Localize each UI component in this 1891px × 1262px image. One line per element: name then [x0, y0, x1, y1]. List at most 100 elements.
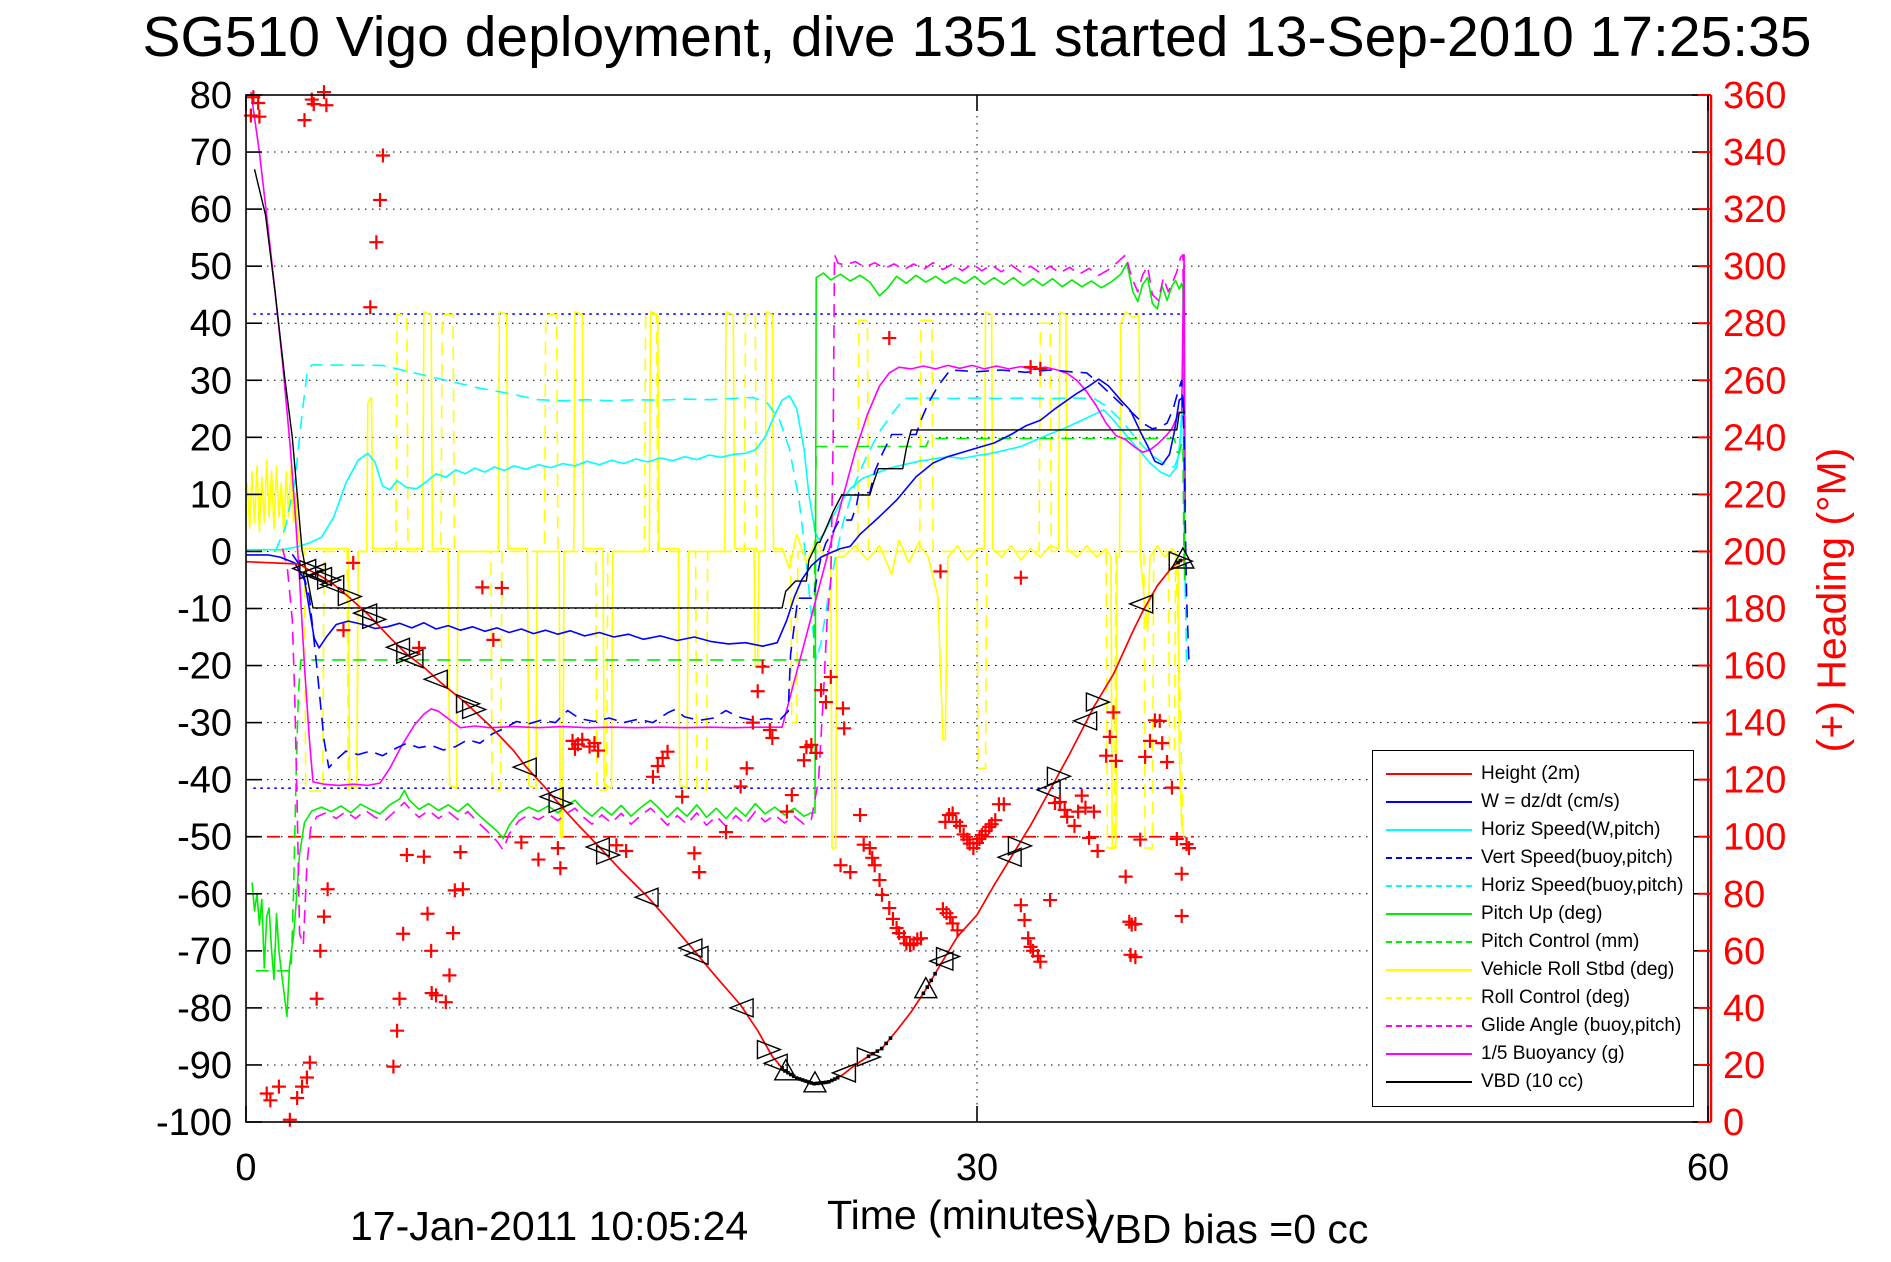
- tick-labels: -100-90-80-70-60-50-40-30-20-10010203040…: [156, 75, 1786, 1189]
- tick-label: 80: [190, 75, 232, 117]
- series-roll-control: [253, 313, 1184, 849]
- legend-item-label: Vehicle Roll Stbd (deg): [1481, 959, 1675, 980]
- tick-label: -40: [177, 760, 232, 802]
- tick-label: 0: [235, 1147, 256, 1189]
- legend-line-sample: [1386, 1025, 1472, 1027]
- legend-item: Glide Angle (buoy,pitch): [1373, 1012, 1693, 1040]
- tick-label: -70: [177, 931, 232, 973]
- tick-label: 360: [1723, 75, 1786, 117]
- series-pitch-up: [251, 262, 1186, 1018]
- legend-line-sample: [1386, 913, 1472, 915]
- legend-line-sample: [1386, 1081, 1472, 1083]
- tick-label: -60: [177, 874, 232, 916]
- tick-label: 100: [1723, 817, 1786, 859]
- tick-label: 30: [956, 1147, 998, 1189]
- legend-line-sample: [1386, 1053, 1472, 1055]
- legend-item: Pitch Up (deg): [1373, 900, 1693, 928]
- series-w-dzdt: [246, 378, 1185, 649]
- legend-item-label: VBD (10 cc): [1481, 1071, 1584, 1092]
- tick-label: 40: [190, 303, 232, 345]
- legend-item: Horiz Speed(W,pitch): [1373, 816, 1693, 844]
- series-horiz-speed-buoy: [274, 364, 1188, 666]
- legend-line-sample: [1386, 829, 1472, 831]
- tick-label: 30: [190, 360, 232, 402]
- legend-item-label: Vert Speed(buoy,pitch): [1481, 847, 1673, 868]
- legend-item: Vehicle Roll Stbd (deg): [1373, 956, 1693, 984]
- tick-label: 80: [1723, 874, 1765, 916]
- height-markers: [290, 546, 1196, 1093]
- legend-line-sample: [1386, 969, 1472, 971]
- tick-label: -30: [177, 703, 232, 745]
- legend-line-sample: [1386, 773, 1472, 775]
- tick-label: 0: [211, 531, 232, 573]
- legend-item-label: Horiz Speed(W,pitch): [1481, 819, 1661, 840]
- legend-item-label: 1/5 Buoyancy (g): [1481, 1043, 1625, 1064]
- legend-line-sample: [1386, 885, 1472, 887]
- tick-label: 10: [190, 474, 232, 516]
- series-vehicle-roll: [246, 311, 1185, 849]
- tick-label: 20: [1723, 1045, 1765, 1087]
- tick-label: 60: [1723, 931, 1765, 973]
- series-glide-angle: [281, 254, 1185, 946]
- legend-line-sample: [1386, 997, 1472, 999]
- tick-label: 240: [1723, 417, 1786, 459]
- tick-label: 340: [1723, 132, 1786, 174]
- page-title: SG510 Vigo deployment, dive 1351 started…: [142, 5, 1812, 69]
- legend-item-label: Roll Control (deg): [1481, 987, 1630, 1008]
- series-buoyancy: [250, 91, 1187, 787]
- legend-item: VBD (10 cc): [1373, 1068, 1693, 1096]
- series-vbd: [253, 169, 1186, 609]
- tick-label: -100: [156, 1102, 232, 1144]
- tick-label: -80: [177, 988, 232, 1030]
- legend-item: Vert Speed(buoy,pitch): [1373, 844, 1693, 872]
- legend-item: Pitch Control (mm): [1373, 928, 1693, 956]
- height-dots: [780, 558, 1183, 1086]
- right-y-axis-label: (+) Heading (°M): [1808, 447, 1855, 753]
- x-axis-label: Time (minutes): [827, 1192, 1099, 1238]
- vbd-bias-note: VBD bias =0 cc: [1087, 1206, 1369, 1252]
- legend-item-label: Horiz Speed(buoy,pitch): [1481, 875, 1684, 896]
- legend-line-sample: [1386, 857, 1472, 859]
- tick-label: -90: [177, 1045, 232, 1087]
- tick-label: 20: [190, 417, 232, 459]
- series-horiz-speed-w: [246, 393, 1187, 598]
- tick-label: 260: [1723, 360, 1786, 402]
- tick-label: -20: [177, 646, 232, 688]
- legend-item-label: W = dz/dt (cm/s): [1481, 791, 1620, 812]
- legend-item: W = dz/dt (cm/s): [1373, 788, 1693, 816]
- tick-label: 180: [1723, 589, 1786, 631]
- legend-box: Height (2m) W = dz/dt (cm/s) Horiz Speed(W…: [1372, 750, 1694, 1107]
- heading-scatter: [243, 85, 1196, 1127]
- series-pitch-control: [255, 437, 1185, 972]
- tick-label: 320: [1723, 189, 1786, 231]
- legend-item: Roll Control (deg): [1373, 984, 1693, 1012]
- tick-label: 60: [190, 189, 232, 231]
- tick-label: 120: [1723, 760, 1786, 802]
- tick-label: -10: [177, 589, 232, 631]
- legend-item-label: Pitch Control (mm): [1481, 931, 1640, 952]
- tick-label: 220: [1723, 474, 1786, 516]
- tick-label: 50: [190, 246, 232, 288]
- tick-label: -50: [177, 817, 232, 859]
- tick-label: 0: [1723, 1102, 1744, 1144]
- tick-label: 280: [1723, 303, 1786, 345]
- tick-label: 200: [1723, 531, 1786, 573]
- tick-label: 40: [1723, 988, 1765, 1030]
- legend-line-sample: [1386, 941, 1472, 943]
- legend-item: 1/5 Buoyancy (g): [1373, 1040, 1693, 1068]
- tick-label: 300: [1723, 246, 1786, 288]
- legend-item: Horiz Speed(buoy,pitch): [1373, 872, 1693, 900]
- legend-item: Height (2m): [1373, 760, 1693, 788]
- tick-label: 140: [1723, 703, 1786, 745]
- series-height: [245, 558, 1187, 1085]
- legend-line-sample: [1386, 801, 1472, 803]
- plot-timestamp: 17-Jan-2011 10:05:24: [350, 1203, 749, 1249]
- tick-label: 160: [1723, 646, 1786, 688]
- legend-item-label: Height (2m): [1481, 763, 1581, 784]
- tick-label: 60: [1687, 1147, 1729, 1189]
- legend-item-label: Glide Angle (buoy,pitch): [1481, 1015, 1682, 1036]
- legend-item-label: Pitch Up (deg): [1481, 903, 1603, 924]
- tick-label: 70: [190, 132, 232, 174]
